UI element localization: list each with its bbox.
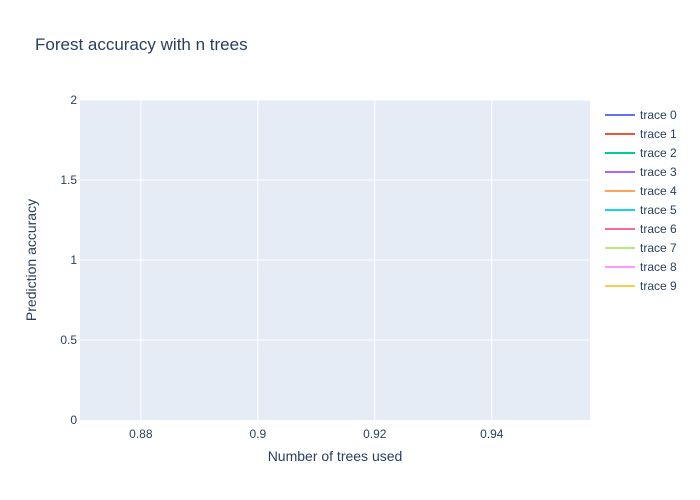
x-tick-label: 0.92 — [363, 427, 387, 441]
legend-label: trace 9 — [640, 279, 677, 293]
legend-item[interactable]: trace 4 — [605, 184, 677, 198]
legend-item[interactable]: trace 7 — [605, 241, 677, 255]
tick-labels: 0.88 0.9 0.92 0.94 0 0.5 1 1.5 2 — [60, 93, 503, 441]
legend-item[interactable]: trace 1 — [605, 127, 677, 141]
legend-item[interactable]: trace 2 — [605, 146, 677, 160]
y-tick-label: 1 — [70, 253, 77, 267]
legend-label: trace 8 — [640, 260, 677, 274]
chart-title: Forest accuracy with n trees — [35, 35, 248, 54]
legend-label: trace 3 — [640, 165, 677, 179]
legend-label: trace 1 — [640, 127, 677, 141]
legend-label: trace 5 — [640, 203, 677, 217]
legend-item[interactable]: trace 3 — [605, 165, 677, 179]
legend-item[interactable]: trace 8 — [605, 260, 677, 274]
y-axis-title: Prediction accuracy — [23, 199, 39, 321]
legend[interactable]: trace 0 trace 1 trace 2 trace 3 trace 4 trace… — [605, 108, 677, 293]
gridlines — [80, 99, 590, 420]
x-tick-label: 0.94 — [480, 427, 504, 441]
y-tick-label: 2 — [70, 93, 77, 107]
legend-item[interactable]: trace 6 — [605, 222, 677, 236]
legend-item[interactable]: trace 9 — [605, 279, 677, 293]
x-axis-title: Number of trees used — [268, 448, 403, 464]
x-tick-label: 0.9 — [249, 427, 266, 441]
y-tick-label: 0.5 — [60, 333, 77, 347]
legend-item[interactable]: trace 0 — [605, 108, 677, 122]
legend-item[interactable]: trace 5 — [605, 203, 677, 217]
legend-label: trace 4 — [640, 184, 677, 198]
x-tick-label: 0.88 — [129, 427, 153, 441]
legend-label: trace 2 — [640, 146, 677, 160]
legend-label: trace 6 — [640, 222, 677, 236]
y-tick-label: 0 — [70, 413, 77, 427]
legend-label: trace 7 — [640, 241, 677, 255]
y-tick-label: 1.5 — [60, 173, 77, 187]
legend-label: trace 0 — [640, 108, 677, 122]
